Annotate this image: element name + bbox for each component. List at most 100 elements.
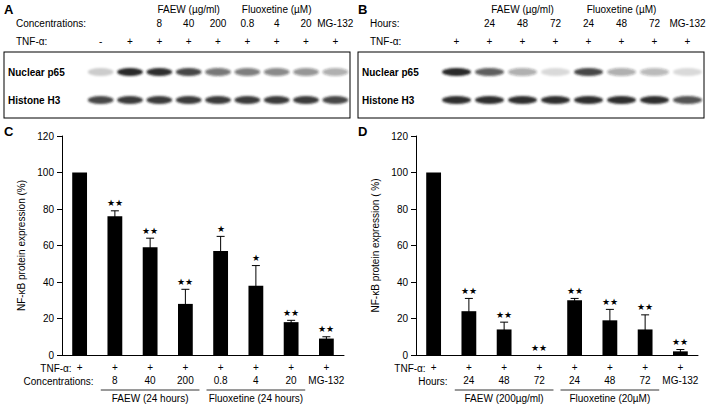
svg-text:72: 72 (550, 18, 562, 29)
svg-text:+: + (466, 362, 472, 373)
svg-text:★★: ★★ (142, 226, 158, 236)
svg-text:MG-132: MG-132 (669, 18, 706, 29)
svg-text:★★: ★★ (177, 277, 193, 287)
svg-text:24: 24 (569, 375, 581, 386)
svg-text:20: 20 (286, 375, 298, 386)
svg-text:40: 40 (43, 277, 55, 288)
svg-text:TNF-α:: TNF-α: (370, 36, 401, 47)
svg-text:120: 120 (391, 131, 408, 142)
svg-text:40: 40 (397, 277, 409, 288)
svg-text:+: + (112, 362, 118, 373)
svg-text:★★: ★★ (602, 297, 618, 307)
svg-text:+: + (536, 362, 542, 373)
svg-text:72: 72 (640, 375, 652, 386)
svg-text:80: 80 (43, 204, 55, 215)
svg-text:+: + (652, 36, 658, 47)
svg-text:+: + (274, 36, 280, 47)
svg-text:8: 8 (157, 18, 163, 29)
svg-text:Histone H3: Histone H3 (8, 95, 61, 106)
svg-text:★★: ★★ (531, 343, 547, 353)
svg-text:24: 24 (463, 375, 475, 386)
svg-text:200: 200 (177, 375, 194, 386)
svg-text:Fluoxetine (20µM): Fluoxetine (20µM) (569, 393, 650, 404)
svg-text:120: 120 (37, 131, 54, 142)
svg-text:+: + (572, 362, 578, 373)
svg-text:48: 48 (499, 375, 511, 386)
svg-text:+: + (501, 362, 507, 373)
svg-text:+: + (186, 36, 192, 47)
svg-text:★★: ★★ (461, 286, 477, 296)
svg-text:MG-132: MG-132 (317, 18, 354, 29)
svg-text:Histone H3: Histone H3 (362, 95, 415, 106)
svg-text:0.8: 0.8 (240, 18, 254, 29)
svg-text:Nuclear p65: Nuclear p65 (8, 67, 65, 78)
svg-text:FAEW (24 hours): FAEW (24 hours) (112, 393, 189, 404)
svg-text:+: + (77, 362, 83, 373)
svg-text:Hours:: Hours: (418, 376, 447, 387)
svg-text:+: + (156, 36, 162, 47)
svg-text:+: + (685, 36, 691, 47)
svg-text:+: + (586, 36, 592, 47)
svg-text:MG-132: MG-132 (308, 375, 345, 386)
svg-text:+: + (182, 362, 188, 373)
svg-text:NF-κB protein expression ( %): NF-κB protein expression ( %) (370, 179, 381, 313)
svg-text:Fluoxetine (24 hours): Fluoxetine (24 hours) (209, 393, 304, 404)
svg-text:Hours:: Hours: (370, 18, 399, 29)
svg-text:48: 48 (616, 18, 628, 29)
svg-text:0: 0 (402, 350, 408, 361)
svg-text:24: 24 (583, 18, 595, 29)
svg-text:20: 20 (397, 313, 409, 324)
svg-text:+: + (303, 36, 309, 47)
svg-text:Concentrations:: Concentrations: (24, 376, 94, 387)
svg-text:★★: ★★ (283, 308, 299, 318)
svg-text:TNF-α:: TNF-α: (16, 36, 47, 47)
svg-text:★: ★ (217, 224, 225, 234)
svg-text:+: + (619, 36, 625, 47)
svg-text:48: 48 (604, 375, 616, 386)
svg-text:+: + (332, 36, 338, 47)
svg-text:72: 72 (649, 18, 661, 29)
svg-text:20: 20 (43, 313, 55, 324)
svg-text:+: + (253, 362, 259, 373)
svg-text:+: + (323, 362, 329, 373)
svg-text:60: 60 (397, 240, 409, 251)
svg-text:Fluoxetine (µM): Fluoxetine (µM) (587, 4, 657, 15)
svg-text:Nuclear p65: Nuclear p65 (362, 67, 419, 78)
svg-text:100: 100 (391, 167, 408, 178)
svg-text:100: 100 (37, 167, 54, 178)
svg-text:40: 40 (183, 18, 195, 29)
svg-text:+: + (642, 362, 648, 373)
svg-text:0.8: 0.8 (214, 375, 228, 386)
svg-text:+: + (607, 362, 613, 373)
svg-text:+: + (454, 36, 460, 47)
svg-text:★★: ★★ (107, 198, 123, 208)
svg-text:-: - (99, 36, 102, 47)
svg-text:40: 40 (145, 375, 157, 386)
svg-text:+: + (520, 36, 526, 47)
svg-text:+: + (147, 362, 153, 373)
svg-text:TNF-α:: TNF-α: (394, 363, 425, 374)
svg-text:FAEW (µg/ml): FAEW (µg/ml) (491, 4, 553, 15)
svg-text:8: 8 (112, 375, 118, 386)
svg-text:+: + (218, 362, 224, 373)
svg-text:A: A (4, 2, 14, 17)
svg-text:4: 4 (253, 375, 259, 386)
svg-text:0: 0 (48, 350, 54, 361)
svg-text:+: + (215, 36, 221, 47)
svg-text:★★: ★★ (567, 286, 583, 296)
svg-text:Concentrations:: Concentrations: (16, 18, 86, 29)
svg-text:+: + (244, 36, 250, 47)
svg-text:200: 200 (210, 18, 227, 29)
svg-text:★: ★ (252, 253, 260, 263)
svg-text:+: + (487, 36, 493, 47)
svg-text:B: B (358, 2, 367, 17)
svg-text:NF-κB protein expression (%): NF-κB protein expression (%) (16, 180, 27, 311)
svg-text:+: + (553, 36, 559, 47)
svg-text:+: + (677, 362, 683, 373)
svg-text:★★: ★★ (496, 310, 512, 320)
svg-text:60: 60 (43, 240, 55, 251)
svg-text:FAEW (200µg/ml): FAEW (200µg/ml) (465, 393, 544, 404)
svg-text:TNF-α:: TNF-α: (40, 363, 71, 374)
svg-text:FAEW (µg/ml): FAEW (µg/ml) (157, 4, 219, 15)
svg-text:4: 4 (274, 18, 280, 29)
